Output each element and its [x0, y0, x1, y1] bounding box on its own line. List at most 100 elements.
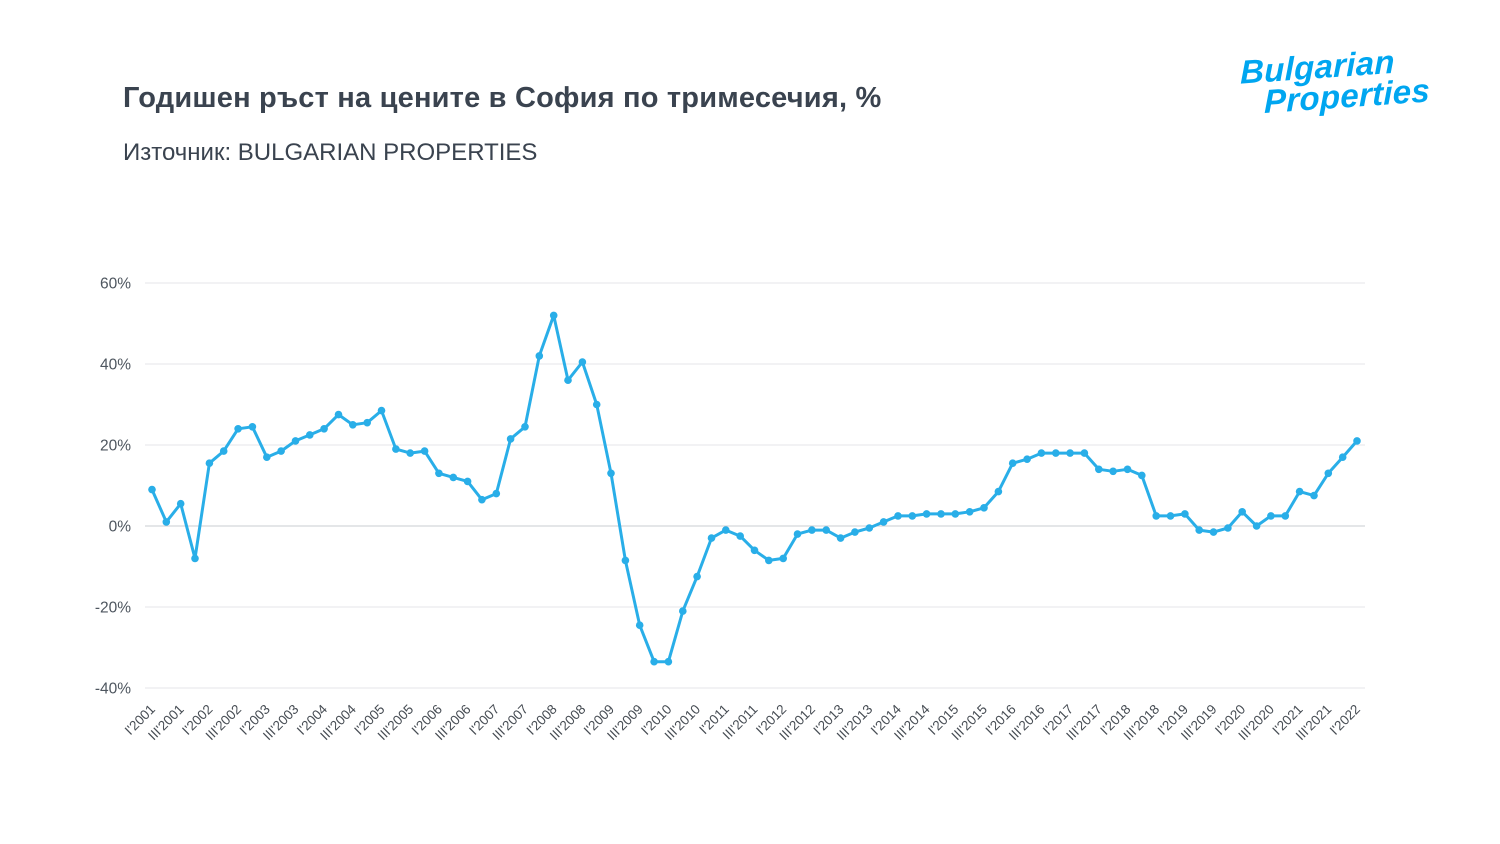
data-point: [1267, 512, 1275, 520]
data-point: [435, 469, 443, 478]
data-point: [1224, 524, 1232, 532]
data-point: [363, 418, 372, 427]
data-point: [1080, 449, 1089, 457]
y-tick-label: -20%: [95, 600, 131, 617]
data-point: [922, 510, 931, 518]
data-point: [549, 311, 558, 320]
data-point: [248, 423, 257, 431]
data-point: [1281, 512, 1290, 520]
y-tick-label: -40%: [95, 681, 131, 698]
data-point: [521, 423, 529, 431]
data-point: [664, 657, 673, 666]
data-point: [291, 437, 300, 445]
data-point: [506, 435, 515, 443]
data-point: [937, 510, 945, 518]
logo-text-line2: Properties: [1263, 71, 1430, 121]
data-point: [263, 453, 271, 461]
data-point: [1037, 449, 1046, 457]
data-point: [320, 425, 328, 433]
y-tick-label: 40%: [100, 357, 131, 374]
chart-title: Годишен ръст на цените в София по тримес…: [123, 82, 882, 114]
data-point: [851, 528, 859, 536]
data-point: [492, 489, 501, 498]
data-point: [377, 406, 386, 415]
data-point: [420, 447, 429, 455]
data-point: [406, 449, 415, 457]
data-point: [607, 469, 615, 478]
data-point: [965, 508, 974, 516]
data-point: [592, 400, 601, 409]
data-point: [1338, 453, 1347, 461]
data-point: [836, 534, 845, 542]
data-point: [349, 421, 357, 429]
data-point: [808, 526, 816, 534]
data-point: [736, 532, 744, 540]
data-point: [1324, 469, 1333, 478]
data-point: [1008, 459, 1017, 467]
price-growth-line: [150, 313, 1359, 664]
y-tick-label: 0%: [109, 519, 132, 536]
data-point: [564, 376, 572, 384]
data-point: [162, 518, 171, 526]
y-tick-label: 20%: [100, 438, 131, 455]
data-point: [463, 477, 472, 486]
data-point: [1353, 437, 1361, 445]
data-point: [650, 657, 658, 666]
data-point: [707, 534, 716, 542]
x-tick-label: I'2022: [1327, 702, 1363, 738]
data-point: [306, 431, 314, 439]
data-point: [1138, 471, 1146, 480]
data-point: [1252, 522, 1261, 530]
data-point: [334, 410, 343, 419]
data-point: [1095, 465, 1103, 474]
data-point: [1123, 465, 1132, 474]
data-point: [635, 621, 644, 629]
data-point: [449, 473, 458, 482]
data-point: [1181, 510, 1189, 518]
data-point: [980, 504, 988, 512]
bulgarian-properties-logo: Bulgarian Properties: [1240, 43, 1430, 121]
line-chart-svg: 60%40%20%0%-20%-40%I'2001III'2001I'2002I…: [95, 276, 1365, 743]
data-point: [822, 526, 830, 534]
data-point: [1166, 512, 1175, 520]
data-point: [191, 554, 199, 563]
data-point: [1295, 487, 1304, 496]
data-point: [234, 425, 242, 433]
data-point: [478, 495, 486, 504]
y-tick-label: 60%: [100, 276, 131, 293]
data-point: [894, 512, 902, 520]
data-point: [1023, 455, 1031, 463]
data-point: [1109, 467, 1117, 476]
data-point: [765, 556, 773, 565]
data-point: [722, 526, 730, 534]
data-point: [176, 499, 185, 508]
data-point: [908, 512, 917, 520]
data-point: [679, 607, 687, 615]
data-point: [779, 554, 787, 563]
data-point: [277, 447, 285, 455]
data-point: [148, 485, 156, 494]
data-point: [1066, 449, 1074, 457]
data-point: [693, 572, 701, 581]
data-point: [879, 518, 888, 526]
data-point: [621, 556, 630, 565]
data-point: [1238, 508, 1246, 516]
data-point: [750, 546, 759, 555]
data-point: [535, 352, 544, 360]
data-point: [1195, 526, 1203, 534]
data-point: [392, 445, 400, 453]
data-point: [793, 530, 802, 538]
data-point: [1152, 512, 1160, 520]
data-point: [219, 447, 228, 455]
line-chart: 60% 40% 20% 0% -20% -40% I'2001 III'2001 I'2002 I…: [60, 233, 1460, 823]
data-point: [1310, 491, 1318, 500]
data-point: [865, 524, 874, 532]
data-point: [1209, 528, 1218, 536]
data-point: [951, 510, 960, 518]
data-point: [578, 358, 587, 366]
data-point: [205, 459, 214, 467]
data-point: [994, 487, 1003, 496]
chart-source: Източник: BULGARIAN PROPERTIES: [123, 139, 538, 166]
data-point: [1052, 449, 1060, 457]
